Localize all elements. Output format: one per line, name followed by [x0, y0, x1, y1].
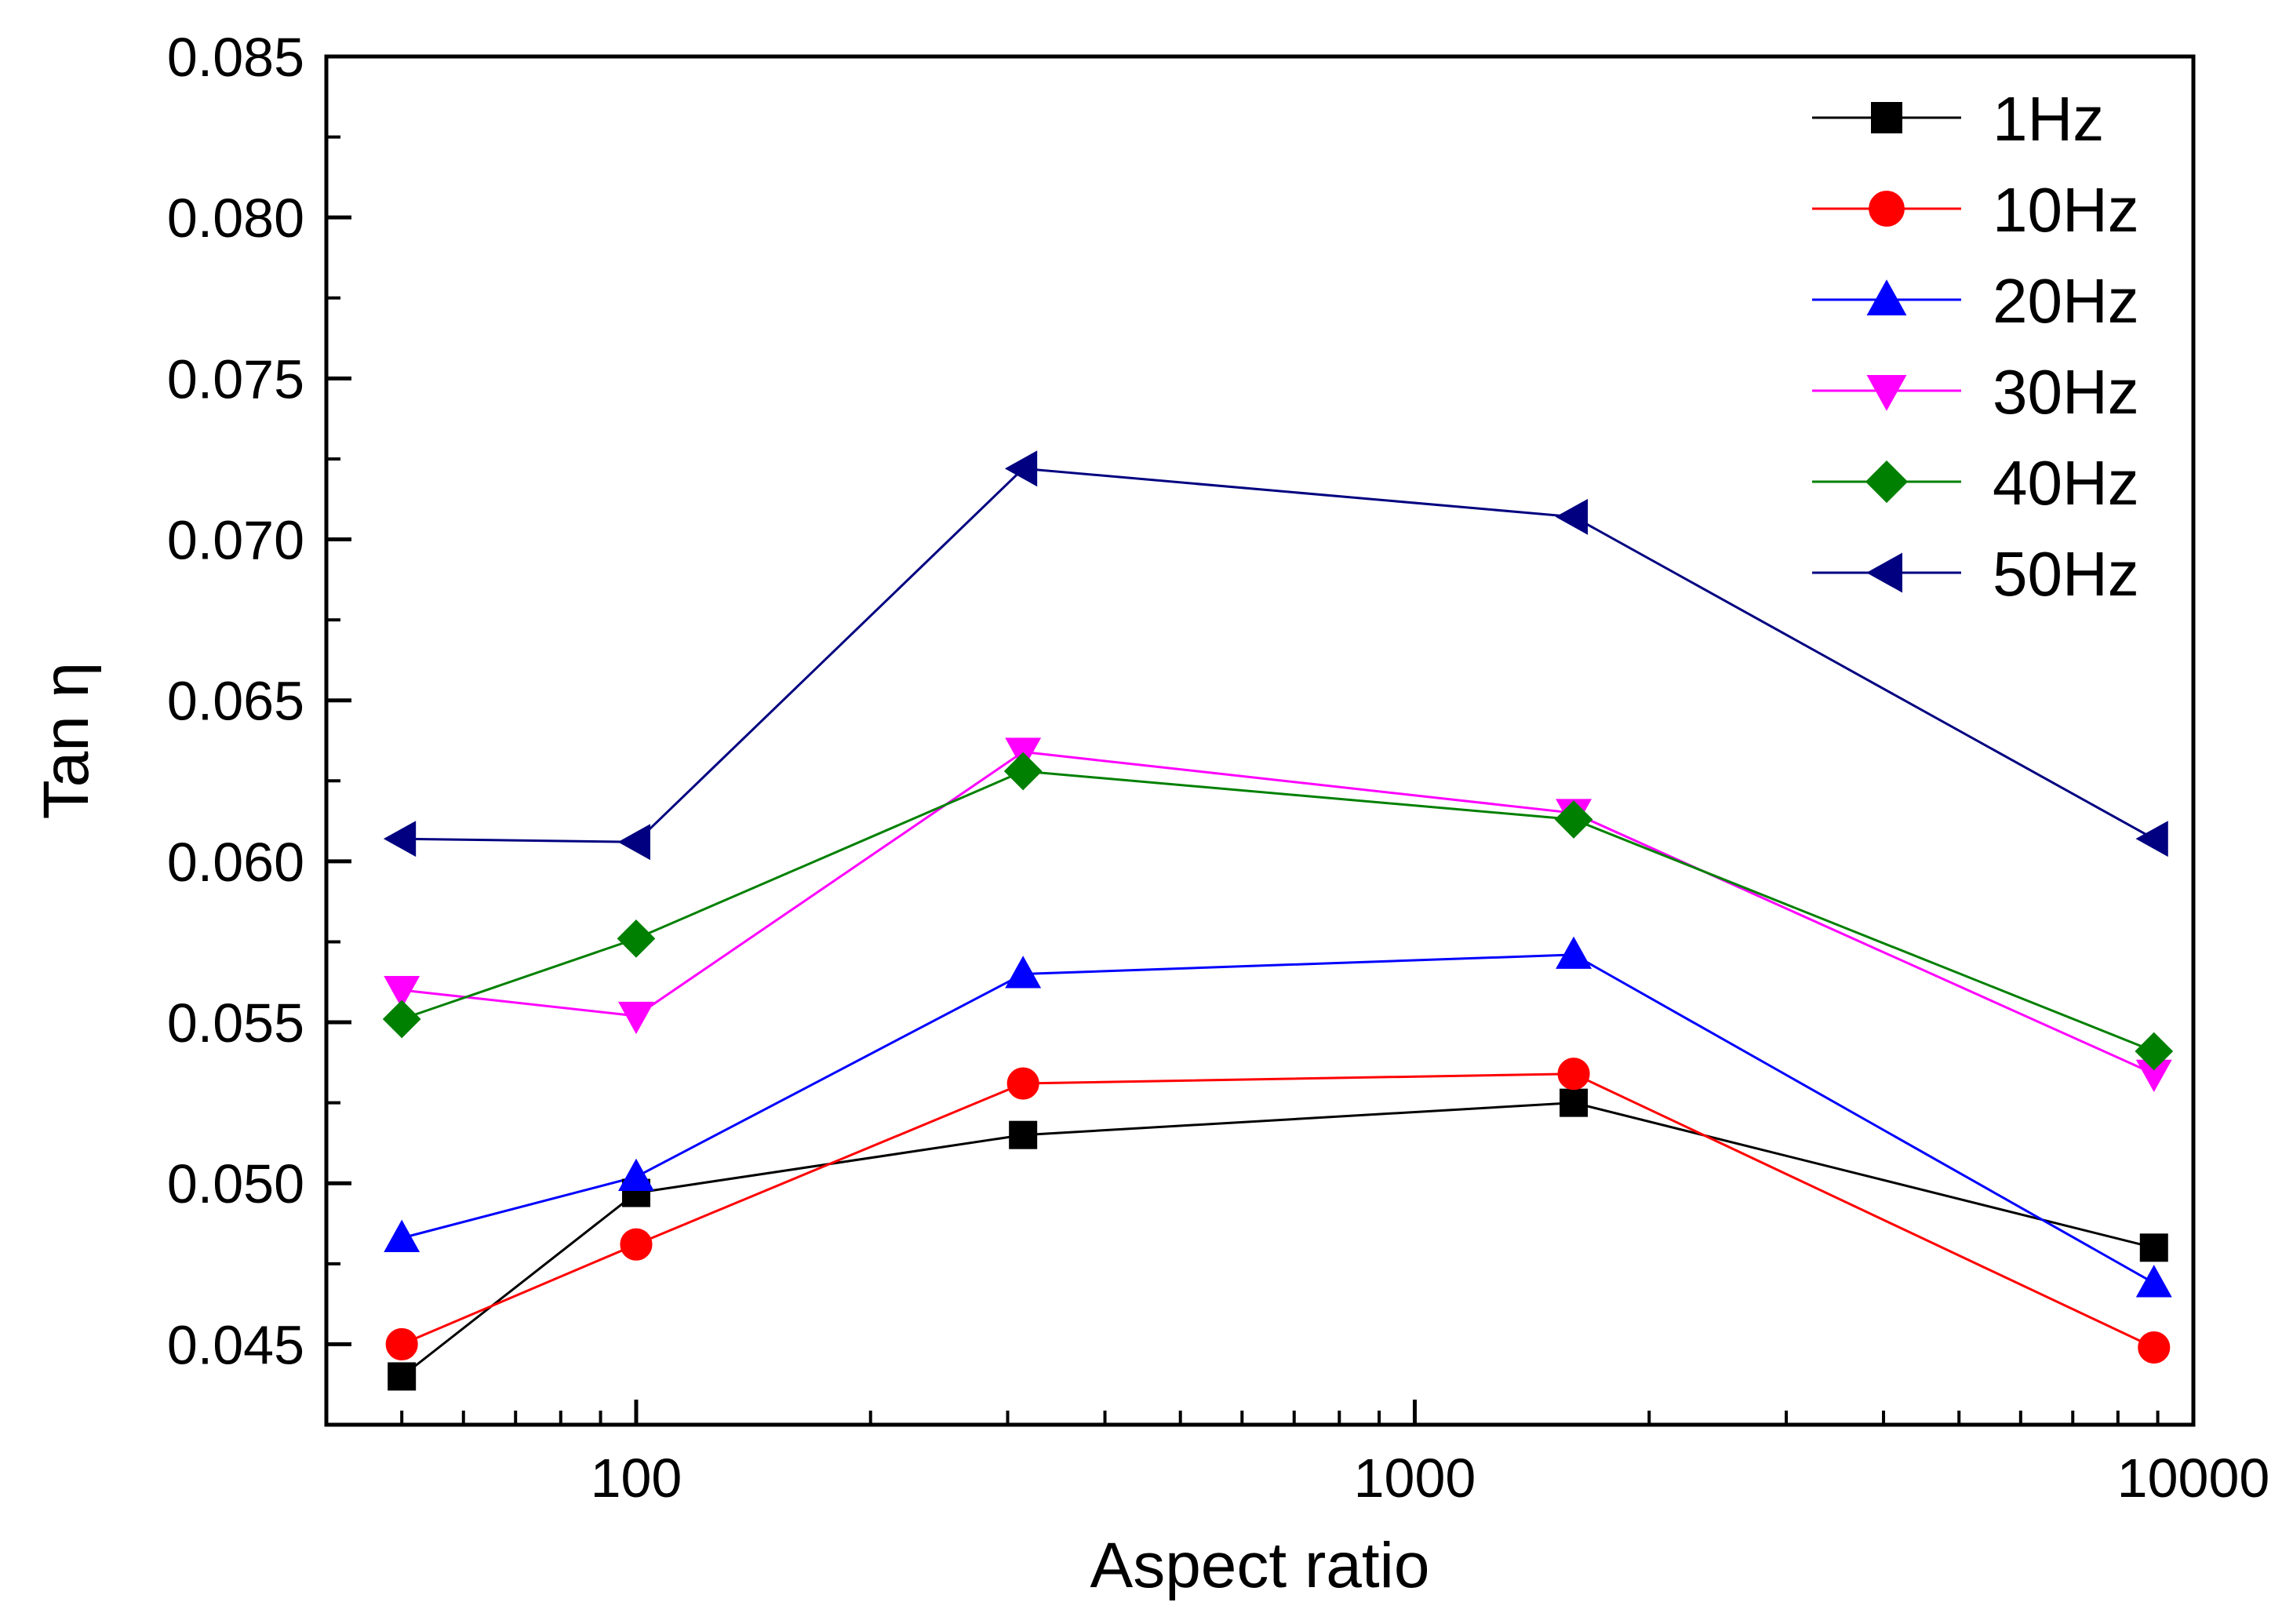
legend-marker	[1865, 460, 1909, 504]
data-point-40Hz	[1003, 752, 1043, 791]
x-axis-title: Aspect ratio	[1090, 1530, 1430, 1601]
data-point-30Hz	[384, 976, 420, 1009]
y-tick-label: 0.070	[167, 510, 304, 571]
data-point-40Hz	[382, 1000, 421, 1039]
legend-label: 10Hz	[1993, 175, 2139, 245]
legend-marker	[1871, 102, 1902, 133]
data-point-20Hz	[2135, 1265, 2172, 1298]
data-point-40Hz	[1554, 800, 1593, 839]
y-tick-label: 0.085	[167, 27, 304, 88]
legend-marker	[1866, 375, 1907, 411]
data-point-50Hz	[617, 824, 650, 861]
data-point-50Hz	[1004, 450, 1038, 487]
data-point-20Hz	[1556, 936, 1592, 969]
y-tick-label: 0.080	[167, 188, 304, 249]
legend-item: 1Hz	[1812, 84, 2104, 154]
legend-marker	[1866, 552, 1902, 593]
legend-item: 10Hz	[1812, 175, 2139, 245]
data-point-50Hz	[1555, 498, 1589, 535]
y-axis-title: Tan η	[31, 662, 102, 820]
legend-item: 40Hz	[1812, 448, 2139, 518]
y-tick-label: 0.055	[167, 992, 304, 1054]
x-tick-label: 100	[591, 1447, 682, 1509]
series-markers	[382, 450, 2174, 1391]
legend-label: 40Hz	[1993, 448, 2139, 518]
legend-item: 20Hz	[1812, 266, 2139, 336]
x-tick-label: 1000	[1354, 1447, 1476, 1509]
data-point-10Hz	[620, 1228, 653, 1261]
data-point-1Hz	[2139, 1233, 2168, 1262]
legend-label: 50Hz	[1993, 539, 2139, 609]
data-point-10Hz	[385, 1327, 418, 1360]
legend-label: 1Hz	[1993, 84, 2104, 154]
tick-labels: 0.045 0.050 0.055 0.060 0.065 0.070 0.075 0.080…	[167, 27, 2270, 1509]
legend-item: 30Hz	[1812, 357, 2139, 427]
data-point-1Hz	[1560, 1088, 1589, 1117]
data-point-50Hz	[383, 821, 417, 858]
y-tick-label: 0.050	[167, 1153, 304, 1214]
data-point-10Hz	[2138, 1331, 2171, 1364]
data-point-50Hz	[2135, 821, 2168, 858]
y-tick-label: 0.060	[167, 832, 304, 893]
data-point-20Hz	[1005, 956, 1042, 989]
data-point-10Hz	[1006, 1067, 1039, 1100]
data-point-40Hz	[2135, 1032, 2174, 1071]
y-tick-label: 0.065	[167, 671, 304, 732]
data-point-30Hz	[618, 1001, 654, 1035]
y-tick-label: 0.075	[167, 348, 304, 410]
legend-marker	[1866, 279, 1907, 315]
y-tick-label: 0.045	[167, 1314, 304, 1375]
legend-item: 50Hz	[1812, 539, 2139, 609]
data-point-40Hz	[617, 919, 656, 958]
legend-marker	[1869, 191, 1905, 227]
minor-ticks	[326, 135, 2160, 1425]
data-point-1Hz	[388, 1362, 417, 1391]
data-point-10Hz	[1557, 1058, 1590, 1091]
data-point-20Hz	[384, 1219, 420, 1252]
legend-label: 20Hz	[1993, 266, 2139, 336]
data-point-1Hz	[1009, 1120, 1038, 1149]
legend: 1Hz 10Hz 20Hz 30Hz 40Hz 50Hz	[1812, 84, 2139, 609]
legend-label: 30Hz	[1993, 357, 2139, 427]
data-point-20Hz	[618, 1158, 654, 1192]
x-tick-label: 10000	[2117, 1447, 2270, 1509]
plot-area-frame	[324, 54, 2196, 1427]
